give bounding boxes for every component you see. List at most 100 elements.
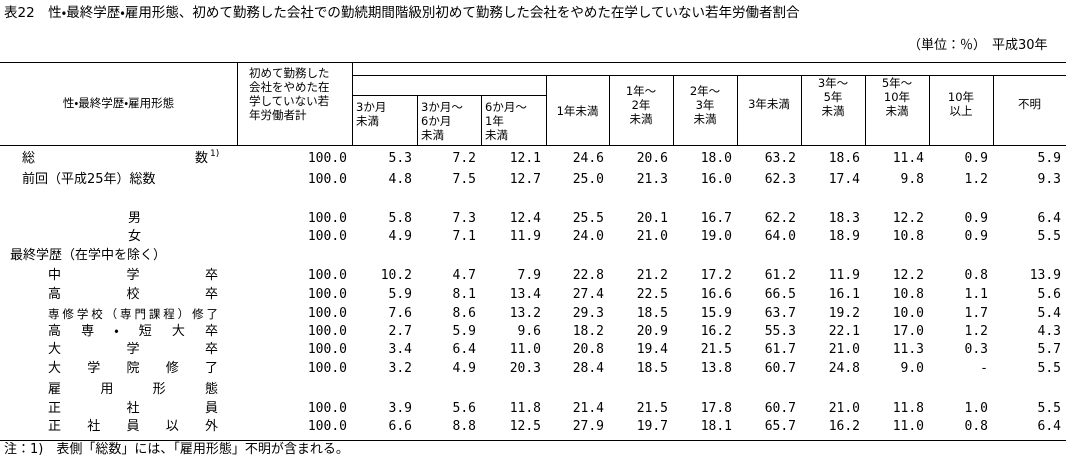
cell-value: 4.9 (452, 361, 476, 376)
cell-value: 27.9 (572, 419, 604, 434)
cell-value: 100.0 (307, 211, 347, 226)
cell-value: 20.3 (509, 361, 541, 376)
cell-value: 100.0 (307, 287, 347, 302)
cell-value: 2.7 (388, 324, 412, 339)
cell-value: 55.3 (764, 324, 796, 339)
column-header: 不明 (1018, 97, 1041, 111)
cell-value: 9.0 (900, 361, 924, 376)
cell-value: 60.7 (764, 361, 796, 376)
cell-value: 100.0 (307, 172, 347, 187)
cell-value: 21.0 (828, 401, 860, 416)
cell-value: 3.9 (388, 401, 412, 416)
cell-value: 7.6 (388, 306, 412, 321)
cell-value: 10.8 (892, 229, 924, 244)
cell-value: 17.2 (700, 268, 732, 283)
row-label: 男 (128, 211, 142, 226)
cell-value: 5.8 (388, 211, 412, 226)
cell-value: 5.9 (388, 287, 412, 302)
cell-value: 20.9 (636, 324, 668, 339)
column-header: 1年～ 2年 未満 (625, 84, 657, 126)
cell-value: 11.4 (892, 151, 924, 166)
cell-value: 22.1 (828, 324, 860, 339)
cell-value: 4.3 (1037, 324, 1061, 339)
cell-value: 19.7 (636, 419, 668, 434)
title: 表22 性・最終学歴・雇用形態、初めて勤務した会社での勤続期間階級別初めて勤務し… (4, 5, 800, 21)
column-header: 3年未満 (748, 97, 790, 111)
cell-value: 29.3 (572, 306, 604, 321)
cell-value: 10.2 (380, 268, 412, 283)
cell-value: 5.6 (452, 401, 476, 416)
cell-value: 7.2 (452, 151, 476, 166)
cell-value: 22.8 (572, 268, 604, 283)
cell-value: 7.5 (452, 172, 476, 187)
cell-value: 19.0 (700, 229, 732, 244)
cell-value: 17.8 (700, 401, 732, 416)
cell-value: 8.8 (452, 419, 476, 434)
cell-value: 100.0 (307, 401, 347, 416)
cell-value: 11.8 (509, 401, 541, 416)
cell-value: 3.4 (388, 342, 412, 357)
cell-value: 20.8 (572, 342, 604, 357)
cell-value: 5.5 (1037, 229, 1061, 244)
cell-value: 11.9 (509, 229, 541, 244)
column-header: 初めて勤務した 会社をやめた在 学していない若 年労働者計 (249, 66, 330, 122)
cell-value: 4.7 (452, 268, 476, 283)
cell-value: 1.7 (964, 306, 988, 321)
cell-value: 10.0 (892, 306, 924, 321)
cell-value: 5.6 (1037, 287, 1061, 302)
cell-value: 7.9 (517, 268, 541, 283)
cell-value: 12.5 (509, 419, 541, 434)
row-label: 高校卒 (48, 287, 218, 302)
cell-value: 28.4 (572, 361, 604, 376)
cell-value: 21.3 (636, 172, 668, 187)
cell-value: 11.8 (892, 401, 924, 416)
row-label: 正社員以外 (48, 419, 218, 434)
cell-value: 18.5 (636, 361, 668, 376)
cell-value: 6.4 (1037, 419, 1061, 434)
column-header: 6か月～ 1年 未満 (485, 100, 527, 142)
cell-value: 0.3 (964, 342, 988, 357)
cell-value: 18.2 (572, 324, 604, 339)
row-label: 前回（平成25年）総数 (22, 172, 156, 187)
cell-value: 11.0 (892, 419, 924, 434)
cell-value: 8.6 (452, 306, 476, 321)
cell-value: 13.4 (509, 287, 541, 302)
cell-value: 6.6 (388, 419, 412, 434)
cell-value: 0.8 (964, 419, 988, 434)
cell-value: 65.7 (764, 419, 796, 434)
cell-value: 25.0 (572, 172, 604, 187)
cell-value: 7.3 (452, 211, 476, 226)
cell-value: 62.3 (764, 172, 796, 187)
row-label: 高専・短大卒 (48, 324, 218, 339)
cell-value: 100.0 (307, 268, 347, 283)
cell-value: 100.0 (307, 306, 347, 321)
cell-value: 18.3 (828, 211, 860, 226)
cell-value: 100.0 (307, 151, 347, 166)
column-header: 2年～ 3年 未満 (689, 84, 721, 126)
note: 注：1) 表側「総数」には、「雇用形態」不明が含まれる。 (4, 442, 349, 457)
cell-value: 100.0 (307, 229, 347, 244)
cell-value: 13.9 (1029, 268, 1061, 283)
cell-value: 16.2 (700, 324, 732, 339)
column-header: 5年～ 10年 未満 (881, 76, 913, 118)
cell-value: 100.0 (307, 419, 347, 434)
cell-value: 21.5 (636, 401, 668, 416)
cell-value: 13.8 (700, 361, 732, 376)
row-label: 大学院修了 (48, 361, 218, 376)
cell-value: 17.4 (828, 172, 860, 187)
row-label: 最終学歴（在学中を除く） (10, 248, 167, 263)
column-header: 1年未満 (556, 104, 599, 118)
cell-value: 16.7 (700, 211, 732, 226)
cell-value: 3.2 (388, 361, 412, 376)
cell-value: 61.7 (764, 342, 796, 357)
cell-value: 18.0 (700, 151, 732, 166)
cell-value: 7.1 (452, 229, 476, 244)
cell-value: 21.5 (700, 342, 732, 357)
cell-value: 1.2 (964, 324, 988, 339)
cell-value: 25.5 (572, 211, 604, 226)
row-label: 専修学校（専門課程）修了 (48, 307, 218, 321)
cell-value: 63.2 (764, 151, 796, 166)
cell-value: 1.0 (964, 401, 988, 416)
